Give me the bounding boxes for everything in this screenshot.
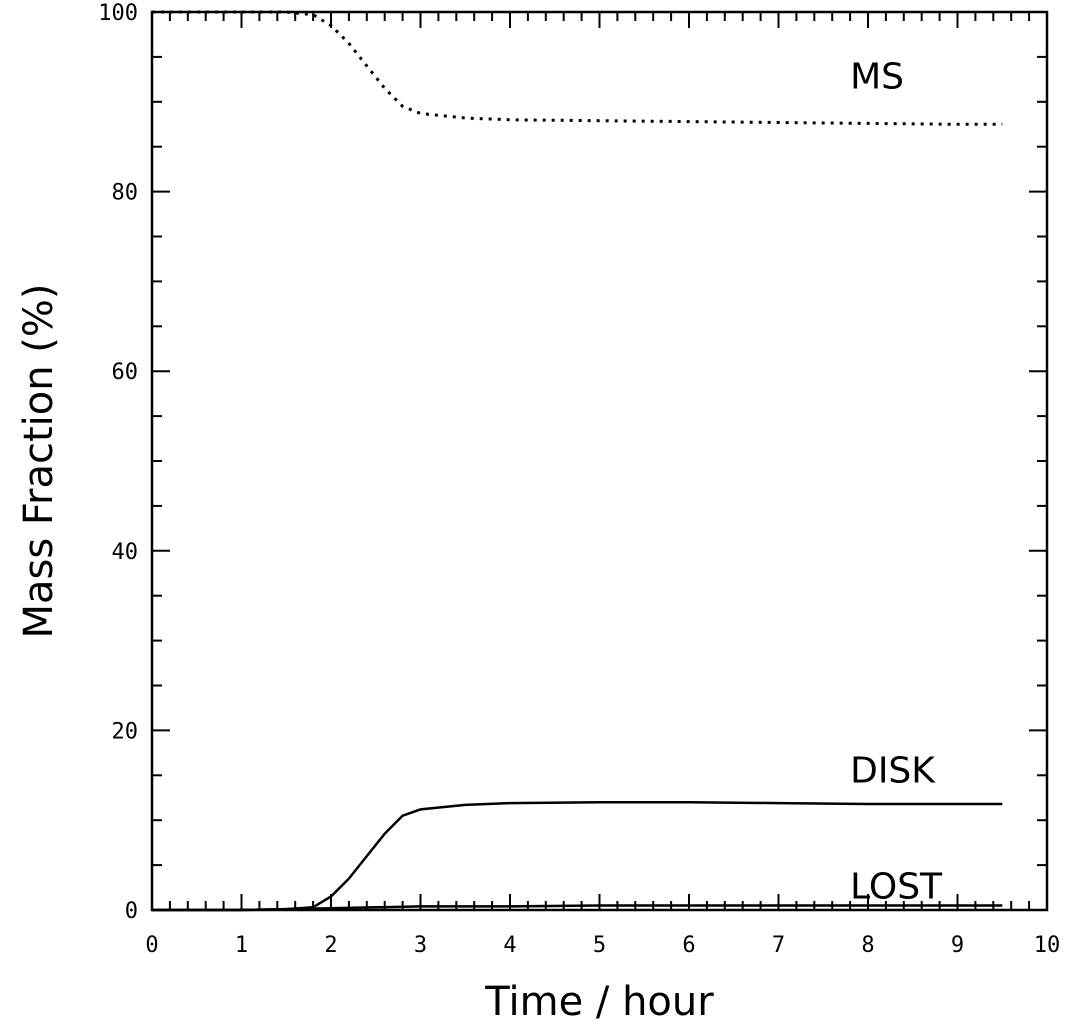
- series-labels: MS DISK LOST: [850, 56, 943, 907]
- plot-frame: [150, 10, 1049, 912]
- x-tick-label: 5: [593, 933, 606, 958]
- x-tick-label: 8: [861, 933, 874, 958]
- y-tick-label: 40: [112, 540, 139, 565]
- x-tick-label: 3: [414, 933, 427, 958]
- y-tick-label: 60: [112, 360, 139, 385]
- x-tick-label: 4: [503, 933, 516, 958]
- y-tick-label: 0: [125, 899, 138, 924]
- x-tick-label: 0: [145, 933, 158, 958]
- x-tick-label: 1: [235, 933, 248, 958]
- x-axis-title: Time / hour: [484, 979, 714, 1025]
- y-axis-title: Mass Fraction (%): [16, 283, 62, 638]
- x-tick-label: 10: [1034, 933, 1061, 958]
- x-tick-label: 2: [324, 933, 337, 958]
- y-tick-label: 80: [112, 181, 139, 206]
- series-label-ms: MS: [850, 56, 904, 97]
- y-tick-label: 100: [98, 1, 138, 26]
- series-label-lost: LOST: [850, 866, 943, 907]
- x-tick-label: 9: [951, 933, 964, 958]
- series-line-ms: [152, 10, 1003, 126]
- x-tick-label: 6: [682, 933, 695, 958]
- x-tick-label: 7: [772, 933, 785, 958]
- y-tick-label: 20: [112, 719, 139, 744]
- series-label-disk: DISK: [850, 750, 936, 791]
